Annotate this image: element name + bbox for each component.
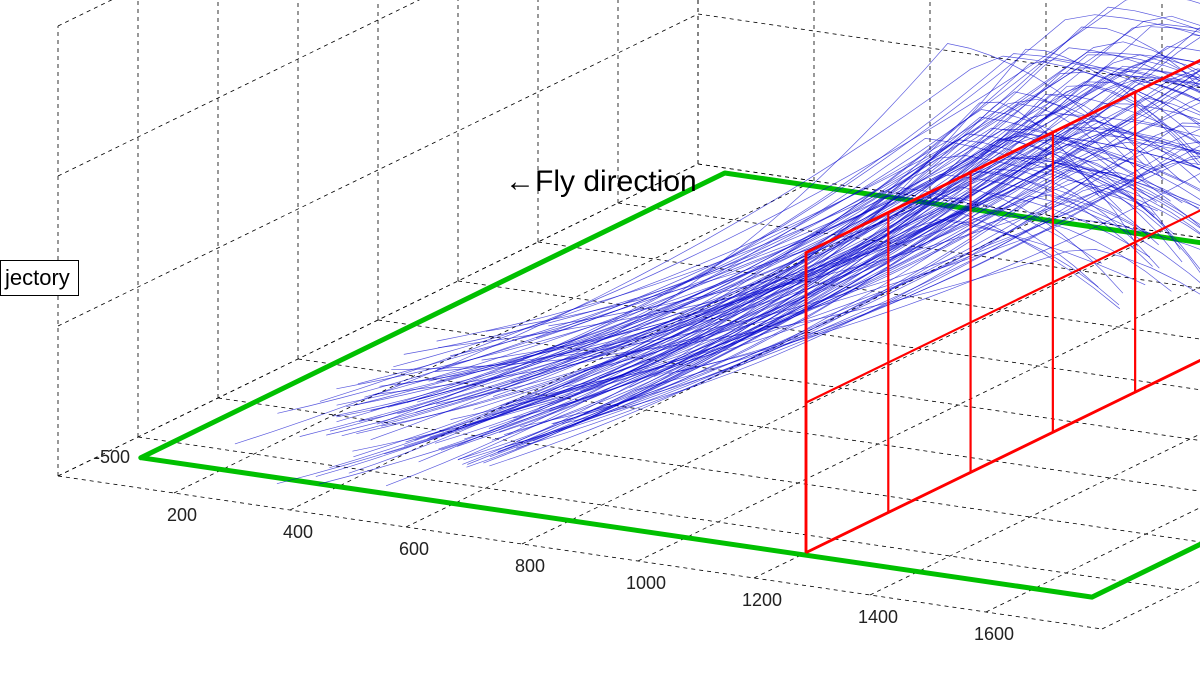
tick-label: 1200: [742, 590, 782, 610]
tick-label: 1400: [858, 607, 898, 627]
plot-svg: 200 400 600 800 1000 1200 1400 1600 -500: [0, 0, 1200, 675]
legend-text: jectory: [5, 265, 70, 290]
annotation-text: ←Fly direction: [505, 165, 697, 198]
tick-label: 800: [515, 556, 545, 576]
tick-label: 1000: [626, 573, 666, 593]
fly-direction-annotation: ←Fly direction: [505, 165, 697, 199]
legend-box: jectory: [0, 260, 79, 296]
tick-label: 200: [167, 505, 197, 525]
trajectories-group: [235, 0, 1200, 486]
tick-label: 1600: [974, 624, 1014, 644]
tick-label: 600: [399, 539, 429, 559]
tick-label: -500: [94, 447, 130, 467]
tick-label: 400: [283, 522, 313, 542]
